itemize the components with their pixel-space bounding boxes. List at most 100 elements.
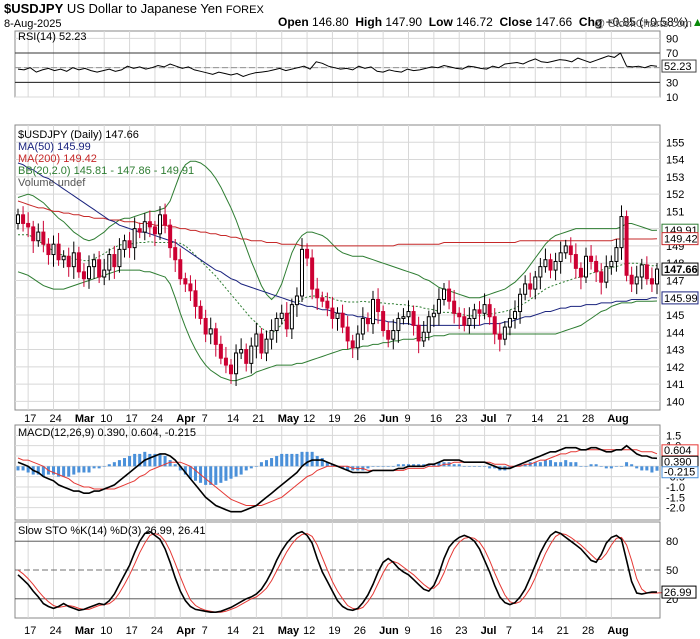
- candle-body: [376, 298, 381, 313]
- macd-histogram-bar: [614, 466, 618, 467]
- macd-histogram-bar: [41, 466, 45, 477]
- candle-body: [391, 330, 396, 340]
- candle-body: [147, 221, 152, 228]
- macd-histogram-bar: [122, 458, 127, 467]
- close-value: 147.66: [535, 15, 573, 29]
- candle-body: [411, 311, 416, 326]
- macd-histogram-bar: [62, 466, 66, 477]
- candle-body: [31, 226, 36, 242]
- candle-body: [654, 268, 660, 285]
- macd-histogram-bar: [204, 466, 208, 485]
- macd-histogram-bar: [163, 455, 167, 467]
- y-tick-label: 30: [666, 77, 678, 89]
- macd-histogram-bar: [325, 462, 329, 467]
- candle-body: [614, 247, 619, 262]
- macd-histogram-bar: [477, 466, 482, 467]
- candle-body: [553, 260, 558, 271]
- candle-body: [21, 214, 26, 224]
- close-label: Close: [499, 15, 533, 29]
- x-tick-label: 23: [455, 625, 467, 637]
- macd-histogram-bar: [457, 464, 461, 467]
- macd-histogram-bar: [143, 451, 147, 467]
- rsi-line: [17, 52, 658, 78]
- price-legend-item: MA(200) 149.42: [18, 153, 97, 165]
- x-tick-label: Jun: [379, 625, 399, 637]
- rsi-last-value-box: [661, 59, 697, 73]
- x-tick-label: 12: [303, 625, 315, 637]
- x-tick-label: Apr: [176, 413, 196, 425]
- macd-histogram-bar: [569, 462, 573, 467]
- candle-body: [163, 214, 168, 226]
- x-tick-label: 7: [202, 413, 208, 425]
- candle-body: [360, 317, 365, 335]
- candle-body: [249, 345, 254, 364]
- candle-body: [264, 338, 269, 354]
- macd-histogram-bar: [630, 464, 634, 467]
- x-tick-label: 9: [405, 625, 411, 637]
- ma200-line: [17, 200, 658, 247]
- candle-body: [370, 298, 376, 325]
- macd-histogram-bar: [488, 466, 492, 469]
- x-tick-label: 24: [151, 413, 163, 425]
- y-tick-label: 141: [666, 379, 684, 391]
- price-legend-item: BB(20,2.0) 145.81 - 147.86 - 149.91: [18, 165, 194, 177]
- candle-body: [355, 333, 360, 349]
- candle-body: [365, 317, 370, 325]
- x-tick-label: 14: [531, 625, 543, 637]
- x-tick-label: Apr: [176, 625, 196, 637]
- candle-body: [436, 298, 441, 314]
- macd-histogram-bar: [594, 464, 598, 467]
- candle-body: [315, 288, 320, 299]
- candle-body: [386, 330, 391, 340]
- candle-body: [639, 264, 644, 278]
- candle-body: [487, 304, 492, 318]
- candle-body: [102, 269, 107, 278]
- macd-histogram-bar: [300, 451, 304, 467]
- chg-arrow-icon: ▲: [691, 15, 700, 29]
- candle-body: [218, 343, 223, 359]
- candle-body: [497, 333, 502, 340]
- x-tick-label: 24: [50, 625, 62, 637]
- macd-histogram-bar: [67, 466, 71, 477]
- candle-body: [533, 276, 538, 290]
- x-tick-label: 21: [252, 625, 264, 637]
- x-tick-label: 26: [354, 625, 366, 637]
- candle-body: [381, 311, 386, 332]
- macd-histogram-bar: [224, 466, 228, 481]
- macd-histogram-bar: [112, 462, 116, 467]
- candle-body: [396, 317, 401, 332]
- candle-body: [81, 271, 86, 280]
- candle-body: [406, 311, 411, 318]
- macd-histogram-bar: [249, 466, 253, 469]
- candle-body: [228, 364, 234, 375]
- candle-body: [401, 316, 406, 319]
- candle-body: [573, 254, 578, 269]
- macd-histogram-bar: [234, 466, 238, 477]
- chart-header-line1: $USDJPY US Dollar to Japanese Yen FOREX: [4, 1, 264, 16]
- macd-histogram-bar: [254, 466, 258, 467]
- x-tick-label: Mar: [75, 413, 95, 425]
- macd-histogram-bar: [589, 464, 593, 467]
- x-tick-label: Aug: [607, 413, 628, 425]
- x-tick-label: 17: [24, 625, 36, 637]
- macd-histogram-bar: [133, 453, 137, 467]
- candle-body: [462, 316, 467, 326]
- x-tick-label: 10: [100, 625, 112, 637]
- macd-histogram-bar: [386, 466, 390, 467]
- macd-histogram-bar: [214, 466, 218, 485]
- price-last-value-box: [661, 232, 699, 246]
- macd-histogram-bar: [183, 466, 187, 475]
- candle-body: [447, 288, 452, 302]
- macd-histogram-bar: [548, 460, 553, 467]
- x-tick-label: 10: [100, 413, 112, 425]
- candle-body: [467, 317, 472, 326]
- macd-histogram-bar: [117, 460, 121, 467]
- watermark: @ StockCharts.com: [594, 18, 692, 30]
- x-tick-label: 14: [227, 625, 239, 637]
- y-tick-label: 151: [666, 206, 684, 218]
- x-tick-label: May: [278, 413, 300, 425]
- candle-body: [97, 259, 102, 278]
- candle-body: [279, 312, 284, 319]
- candle-body: [51, 243, 56, 256]
- macd-histogram-bar: [533, 462, 537, 467]
